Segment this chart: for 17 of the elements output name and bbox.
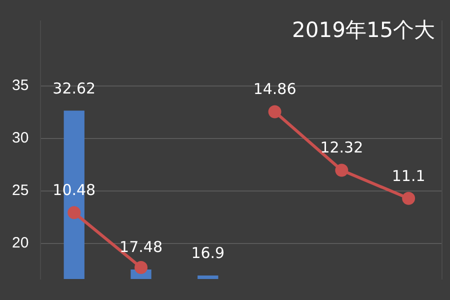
data-label: 11.1 — [392, 166, 426, 185]
y-tick-label: 20 — [12, 234, 29, 252]
point — [335, 164, 348, 177]
chart-title: 2019年15个大 — [292, 17, 436, 44]
point — [268, 105, 282, 118]
data-label: 14.86 — [253, 80, 296, 98]
data-label: 32.62 — [52, 79, 96, 98]
data-label: 17.48 — [120, 238, 162, 256]
data-label: 10.48 — [52, 181, 96, 200]
y-tick-label: 25 — [12, 182, 29, 200]
y-tick-label: 30 — [12, 130, 29, 147]
point — [402, 192, 416, 205]
point — [134, 260, 148, 274]
point — [68, 206, 81, 220]
data-label: 16.9 — [191, 244, 225, 262]
y-tick-label: 35 — [12, 77, 29, 94]
data-label: 12.32 — [320, 138, 364, 157]
